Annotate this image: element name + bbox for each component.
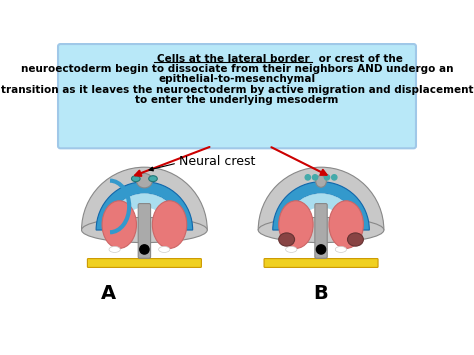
Text: neuroectoderm begin to dissociate from their neighbors AND undergo an: neuroectoderm begin to dissociate from t… xyxy=(21,64,453,74)
Wedge shape xyxy=(96,182,193,230)
Wedge shape xyxy=(273,182,369,230)
FancyBboxPatch shape xyxy=(264,258,378,267)
Text: or crest of the: or crest of the xyxy=(315,54,403,64)
Text: B: B xyxy=(314,284,328,303)
Ellipse shape xyxy=(347,233,364,246)
Circle shape xyxy=(317,245,326,254)
Ellipse shape xyxy=(316,175,326,187)
Circle shape xyxy=(332,175,337,180)
Wedge shape xyxy=(108,193,181,230)
Text: epithelial-to-mesenchymal: epithelial-to-mesenchymal xyxy=(158,75,316,84)
Text: Neural crest: Neural crest xyxy=(179,155,255,168)
FancyBboxPatch shape xyxy=(315,203,327,258)
FancyBboxPatch shape xyxy=(58,44,416,148)
Text: A: A xyxy=(101,284,116,303)
Wedge shape xyxy=(285,193,357,230)
Ellipse shape xyxy=(258,218,384,242)
Wedge shape xyxy=(258,167,384,230)
Circle shape xyxy=(140,245,149,254)
Text: Cells at the lateral border: Cells at the lateral border xyxy=(157,54,310,64)
FancyBboxPatch shape xyxy=(87,258,201,267)
Circle shape xyxy=(305,175,310,180)
Ellipse shape xyxy=(329,201,364,248)
Ellipse shape xyxy=(279,201,313,248)
Ellipse shape xyxy=(82,218,207,242)
Ellipse shape xyxy=(152,201,187,248)
Ellipse shape xyxy=(286,246,297,252)
FancyBboxPatch shape xyxy=(138,203,151,258)
Ellipse shape xyxy=(102,201,137,248)
Ellipse shape xyxy=(149,176,157,182)
Text: transition as it leaves the neuroectoderm by active migration and displacement: transition as it leaves the neuroectoder… xyxy=(1,84,473,94)
Text: to enter the underlying mesoderm: to enter the underlying mesoderm xyxy=(135,95,339,105)
Ellipse shape xyxy=(159,246,170,252)
Circle shape xyxy=(324,175,329,180)
Ellipse shape xyxy=(279,233,294,246)
Ellipse shape xyxy=(137,173,152,188)
Wedge shape xyxy=(82,167,207,230)
Ellipse shape xyxy=(109,246,120,252)
Circle shape xyxy=(312,175,318,180)
Ellipse shape xyxy=(335,246,346,252)
Ellipse shape xyxy=(131,176,140,182)
